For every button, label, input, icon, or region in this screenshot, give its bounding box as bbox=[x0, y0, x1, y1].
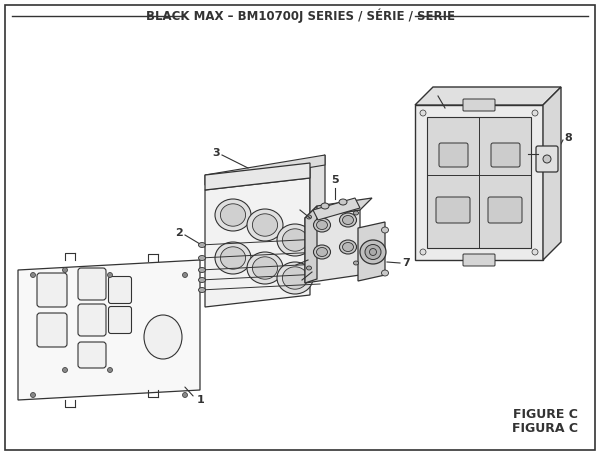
Polygon shape bbox=[205, 163, 310, 190]
Ellipse shape bbox=[420, 249, 426, 255]
Polygon shape bbox=[358, 222, 385, 281]
Ellipse shape bbox=[247, 209, 283, 241]
FancyBboxPatch shape bbox=[37, 273, 67, 307]
FancyBboxPatch shape bbox=[436, 197, 470, 223]
FancyBboxPatch shape bbox=[78, 342, 106, 368]
FancyBboxPatch shape bbox=[463, 99, 495, 111]
Polygon shape bbox=[543, 87, 561, 260]
Ellipse shape bbox=[382, 270, 389, 276]
FancyBboxPatch shape bbox=[536, 146, 558, 172]
Ellipse shape bbox=[321, 203, 329, 209]
FancyBboxPatch shape bbox=[109, 307, 131, 334]
Ellipse shape bbox=[314, 218, 331, 232]
Ellipse shape bbox=[62, 368, 67, 373]
Ellipse shape bbox=[277, 224, 313, 256]
Ellipse shape bbox=[215, 199, 251, 231]
Polygon shape bbox=[313, 198, 360, 220]
Text: 6: 6 bbox=[292, 278, 300, 288]
Ellipse shape bbox=[420, 110, 426, 116]
Ellipse shape bbox=[107, 273, 113, 278]
Text: 8: 8 bbox=[564, 133, 572, 143]
Ellipse shape bbox=[253, 257, 278, 279]
Ellipse shape bbox=[220, 204, 245, 226]
FancyBboxPatch shape bbox=[37, 313, 67, 347]
FancyBboxPatch shape bbox=[109, 277, 131, 303]
Text: 4: 4 bbox=[285, 261, 293, 271]
FancyBboxPatch shape bbox=[463, 254, 495, 266]
Ellipse shape bbox=[340, 240, 356, 254]
Ellipse shape bbox=[317, 248, 328, 257]
Polygon shape bbox=[205, 155, 325, 185]
Ellipse shape bbox=[307, 215, 311, 219]
Ellipse shape bbox=[370, 248, 377, 256]
Text: 1: 1 bbox=[197, 395, 205, 405]
Ellipse shape bbox=[277, 262, 313, 294]
FancyBboxPatch shape bbox=[439, 143, 468, 167]
Polygon shape bbox=[305, 198, 372, 218]
Polygon shape bbox=[305, 210, 360, 283]
Text: 7: 7 bbox=[402, 258, 410, 268]
Ellipse shape bbox=[220, 247, 245, 269]
Text: FIGURE C: FIGURE C bbox=[513, 409, 578, 421]
Ellipse shape bbox=[360, 240, 386, 264]
Ellipse shape bbox=[199, 288, 205, 293]
Ellipse shape bbox=[340, 213, 356, 227]
Ellipse shape bbox=[343, 243, 353, 252]
Ellipse shape bbox=[283, 267, 308, 289]
Ellipse shape bbox=[31, 273, 35, 278]
Polygon shape bbox=[18, 260, 200, 400]
Text: 9: 9 bbox=[428, 89, 436, 99]
FancyBboxPatch shape bbox=[78, 304, 106, 336]
Ellipse shape bbox=[215, 242, 251, 274]
Ellipse shape bbox=[199, 278, 205, 283]
Polygon shape bbox=[415, 87, 561, 105]
Polygon shape bbox=[310, 155, 325, 278]
Ellipse shape bbox=[353, 261, 359, 265]
Ellipse shape bbox=[247, 252, 283, 284]
Ellipse shape bbox=[199, 268, 205, 273]
Polygon shape bbox=[305, 206, 317, 283]
FancyBboxPatch shape bbox=[488, 197, 522, 223]
Polygon shape bbox=[205, 178, 310, 307]
Ellipse shape bbox=[543, 155, 551, 163]
Ellipse shape bbox=[314, 245, 331, 259]
Text: 3: 3 bbox=[212, 148, 220, 158]
Ellipse shape bbox=[532, 249, 538, 255]
Ellipse shape bbox=[365, 244, 381, 259]
Ellipse shape bbox=[317, 221, 328, 229]
Ellipse shape bbox=[199, 243, 205, 248]
Ellipse shape bbox=[182, 393, 187, 398]
Ellipse shape bbox=[314, 216, 322, 224]
Ellipse shape bbox=[382, 227, 389, 233]
Polygon shape bbox=[415, 105, 543, 260]
Ellipse shape bbox=[62, 268, 67, 273]
Ellipse shape bbox=[253, 214, 278, 236]
Text: BLACK MAX – BM10700J SERIES / SÉRIE / SERIE: BLACK MAX – BM10700J SERIES / SÉRIE / SE… bbox=[146, 9, 455, 23]
Ellipse shape bbox=[343, 216, 353, 224]
Text: 5: 5 bbox=[331, 175, 339, 185]
Ellipse shape bbox=[283, 229, 308, 251]
Ellipse shape bbox=[31, 393, 35, 398]
Ellipse shape bbox=[353, 211, 359, 215]
Ellipse shape bbox=[307, 266, 311, 270]
Text: 5: 5 bbox=[290, 203, 298, 213]
Text: FIGURA C: FIGURA C bbox=[512, 421, 578, 435]
Ellipse shape bbox=[532, 110, 538, 116]
Text: 2: 2 bbox=[175, 228, 183, 238]
Polygon shape bbox=[427, 117, 531, 248]
FancyBboxPatch shape bbox=[78, 268, 106, 300]
Ellipse shape bbox=[199, 256, 205, 261]
Ellipse shape bbox=[107, 368, 113, 373]
Ellipse shape bbox=[339, 199, 347, 205]
FancyBboxPatch shape bbox=[491, 143, 520, 167]
Ellipse shape bbox=[144, 315, 182, 359]
Ellipse shape bbox=[182, 273, 187, 278]
